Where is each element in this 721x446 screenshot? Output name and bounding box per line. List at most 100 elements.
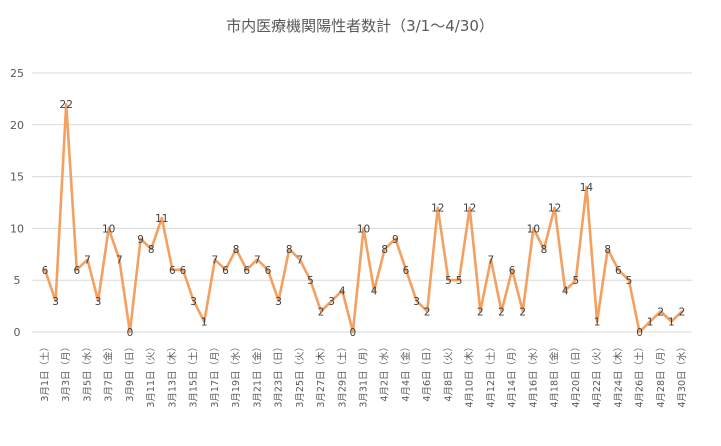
- x-tick-label: 3月27日（木）: [315, 342, 327, 408]
- data-label: 4: [562, 286, 569, 298]
- y-tick-label: 10: [10, 222, 24, 235]
- data-label: 3: [95, 296, 102, 308]
- data-label: 12: [548, 203, 561, 215]
- y-tick-label: 5: [14, 274, 21, 287]
- data-label: 6: [243, 265, 250, 277]
- series-line: [43, 102, 684, 334]
- data-label: 22: [60, 99, 73, 111]
- x-tick-label: 3月29日（土）: [336, 342, 348, 408]
- gridlines: [32, 72, 692, 333]
- x-tick-label: 4月12日（土）: [485, 342, 497, 408]
- x-tick-label: 3月11日（火）: [145, 342, 157, 408]
- data-label: 1: [668, 317, 675, 329]
- x-tick-label: 4月30日（水）: [676, 342, 688, 408]
- x-tick-label: 3月1日（土）: [39, 342, 51, 402]
- data-label: 7: [488, 254, 495, 266]
- data-label: 0: [350, 327, 357, 339]
- data-label: 4: [339, 286, 346, 298]
- data-label: 10: [357, 223, 370, 235]
- x-axis-ticks: 3月1日（土） 3月3日（月） 3月5日（水） 3月7日（金） 3月9日（日） 3月11日…: [39, 342, 688, 408]
- data-label: 6: [265, 265, 272, 277]
- data-label: 12: [431, 203, 444, 215]
- data-label: 5: [626, 275, 633, 287]
- x-tick-label: 4月4日（金）: [400, 342, 412, 402]
- x-tick-label: 4月2日（水）: [379, 342, 391, 402]
- x-tick-label: 4月24日（木）: [612, 342, 624, 408]
- chart-title: 市内医療機関陽性者数計（3/1～4/30）: [226, 17, 494, 35]
- data-label: 2: [318, 306, 325, 318]
- data-label: 8: [541, 244, 548, 256]
- data-label: 11: [155, 213, 168, 225]
- data-label: 12: [463, 203, 476, 215]
- x-tick-label: 3月3日（月）: [60, 342, 72, 402]
- data-label: 7: [296, 254, 303, 266]
- x-tick-label: 4月18日（金）: [549, 342, 561, 408]
- x-tick-label: 3月5日（水）: [81, 342, 93, 402]
- data-label: 4: [371, 286, 378, 298]
- data-label: 6: [222, 265, 229, 277]
- data-label: 5: [456, 275, 463, 287]
- data-label: 1: [201, 317, 208, 329]
- x-tick-label: 3月31日（月）: [358, 342, 370, 408]
- data-label: 7: [116, 254, 123, 266]
- data-label: 2: [679, 306, 686, 318]
- data-label: 7: [212, 254, 219, 266]
- x-tick-label: 3月19日（水）: [230, 342, 242, 408]
- x-tick-label: 4月6日（日）: [421, 342, 433, 402]
- data-label: 5: [307, 275, 314, 287]
- x-tick-label: 4月26日（土）: [634, 342, 646, 408]
- data-label: 6: [74, 265, 81, 277]
- data-label: 9: [137, 234, 144, 246]
- x-tick-label: 3月7日（金）: [103, 342, 115, 402]
- x-tick-label: 3月25日（火）: [294, 342, 306, 408]
- x-tick-label: 4月22日（火）: [591, 342, 603, 408]
- y-tick-label: 25: [10, 67, 24, 80]
- x-tick-label: 3月13日（木）: [166, 342, 178, 408]
- y-tick-label: 20: [10, 119, 24, 132]
- data-label: 8: [381, 244, 388, 256]
- data-label: 7: [254, 254, 261, 266]
- data-label: 6: [42, 265, 49, 277]
- y-axis-ticks: 0 5 10 15 20 25: [10, 67, 24, 339]
- data-label: 6: [615, 265, 622, 277]
- data-label: 8: [148, 244, 155, 256]
- data-label: 8: [604, 244, 611, 256]
- x-tick-label: 4月28日（月）: [655, 342, 667, 408]
- data-label: 6: [169, 265, 176, 277]
- data-label: 0: [127, 327, 134, 339]
- x-tick-label: 3月21日（金）: [251, 342, 263, 408]
- data-label: 14: [580, 182, 594, 194]
- data-label: 3: [190, 296, 197, 308]
- data-label: 3: [413, 296, 420, 308]
- data-label: 3: [275, 296, 282, 308]
- x-tick-label: 3月23日（日）: [273, 342, 285, 408]
- data-label: 0: [636, 327, 643, 339]
- data-label: 10: [527, 223, 540, 235]
- data-label: 2: [498, 306, 505, 318]
- data-label: 10: [102, 223, 115, 235]
- data-label: 5: [445, 275, 452, 287]
- x-tick-label: 4月10日（木）: [464, 342, 476, 408]
- data-label: 6: [509, 265, 516, 277]
- x-tick-label: 3月15日（土）: [188, 342, 200, 408]
- x-tick-label: 4月16日（水）: [527, 342, 539, 408]
- data-label: 1: [647, 317, 654, 329]
- data-label: 8: [233, 244, 240, 256]
- x-tick-label: 4月8日（火）: [442, 342, 454, 402]
- y-tick-label: 15: [10, 171, 24, 184]
- x-tick-label: 4月20日（日）: [570, 342, 582, 408]
- x-tick-label: 3月17日（月）: [209, 342, 221, 408]
- data-label: 9: [392, 234, 399, 246]
- data-label: 8: [286, 244, 293, 256]
- data-label: 3: [52, 296, 59, 308]
- data-label: 1: [594, 317, 601, 329]
- data-label: 2: [477, 306, 484, 318]
- x-tick-label: 4月14日（月）: [506, 342, 518, 408]
- data-label: 2: [424, 306, 431, 318]
- y-tick-label: 0: [14, 326, 21, 339]
- data-label: 7: [84, 254, 91, 266]
- x-tick-label: 3月9日（日）: [124, 342, 136, 402]
- data-label: 2: [657, 306, 664, 318]
